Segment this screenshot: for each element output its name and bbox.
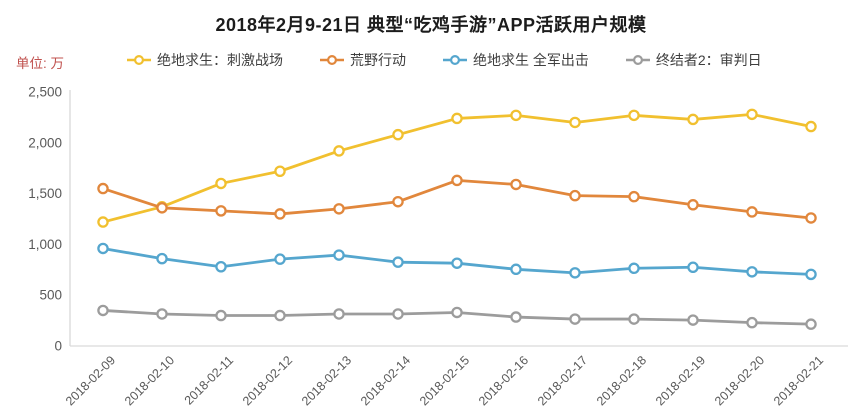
legend-item-3: 终结者2：审判日: [625, 50, 762, 70]
series-marker-3-3: [274, 309, 286, 322]
series-marker-3-12: [805, 318, 817, 330]
y-tick-label: 1,500: [28, 186, 62, 201]
legend-marker-icon: [320, 54, 344, 66]
series-marker-0-12: [805, 120, 817, 133]
series-marker-1-10: [687, 199, 699, 211]
series-marker-0-9: [628, 109, 640, 122]
legend-item-1: 荒野行动: [319, 50, 406, 70]
series-marker-1-4: [333, 203, 345, 215]
x-tick-label: 2018-02-09: [63, 353, 118, 408]
series-marker-0-7: [510, 109, 522, 122]
series-marker-2-9: [628, 262, 640, 275]
series-marker-1-2: [215, 205, 227, 217]
legend-item-0: 绝地求生：刺激战场: [126, 50, 283, 70]
legend-marker-icon: [127, 54, 151, 66]
x-tick-label: 2018-02-21: [771, 353, 826, 408]
x-tick-label: 2018-02-10: [122, 353, 177, 408]
series-marker-2-6: [451, 257, 463, 269]
x-tick-label: 2018-02-12: [240, 353, 295, 408]
series-marker-0-2: [215, 177, 227, 190]
x-tick-label: 2018-02-16: [476, 353, 531, 408]
legend-item-2: 绝地求生 全军出击: [442, 50, 589, 70]
series-marker-2-3: [274, 253, 286, 265]
chart-title: 2018年2月9-21日 典型“吃鸡手游”APP活跃用户规模: [215, 15, 647, 35]
series-marker-2-10: [687, 261, 699, 274]
y-tick-label: 2,500: [28, 85, 62, 100]
legend-marker-circle: [134, 54, 145, 66]
x-tick-label: 2018-02-15: [417, 353, 472, 408]
series-marker-3-9: [628, 313, 640, 325]
x-tick-label: 2018-02-14: [358, 353, 413, 408]
series-marker-1-6: [451, 174, 463, 187]
series-marker-3-10: [687, 314, 699, 326]
legend-marker-circle: [450, 54, 461, 66]
series-marker-2-1: [156, 252, 168, 265]
legend-item-label: 绝地求生：刺激战场: [157, 52, 283, 68]
series-marker-3-5: [392, 308, 404, 320]
legend: 绝地求生：刺激战场 荒野行动 绝地求生 全军出击 终结者2：审判日: [126, 50, 762, 70]
series-marker-0-3: [274, 165, 286, 177]
series-marker-3-6: [451, 306, 463, 319]
legend-marker-icon: [625, 54, 650, 66]
series-marker-1-0: [97, 182, 109, 195]
x-tick-label: 2018-02-17: [535, 353, 590, 408]
x-tick-label: 2018-02-20: [712, 353, 767, 408]
series-marker-0-5: [392, 128, 404, 141]
x-tick-label: 2018-02-11: [182, 353, 236, 407]
series-marker-0-6: [451, 112, 463, 125]
legend-item-label: 终结者2：审判日: [655, 52, 762, 68]
series-marker-2-2: [215, 261, 227, 273]
series-marker-1-1: [156, 202, 168, 214]
series-marker-1-12: [805, 212, 817, 224]
series-marker-0-8: [569, 116, 581, 129]
series-marker-1-3: [274, 208, 286, 220]
series-marker-2-7: [510, 263, 522, 276]
series-marker-2-5: [392, 256, 404, 268]
series-marker-0-4: [333, 145, 345, 157]
unit-label: 单位: 万: [16, 56, 65, 71]
series-marker-3-11: [746, 316, 758, 329]
series-marker-0-10: [687, 113, 699, 126]
legend-item-label: 荒野行动: [350, 52, 406, 68]
x-tick-label: 2018-02-19: [653, 353, 708, 408]
legend-item-label: 绝地求生 全军出击: [473, 52, 589, 68]
series-marker-2-4: [333, 249, 345, 261]
y-tick-label: 500: [39, 288, 62, 303]
series-marker-2-12: [805, 268, 817, 281]
series-marker-1-8: [569, 189, 581, 202]
y-tick-label: 2,000: [28, 135, 62, 150]
series-marker-0-0: [97, 216, 109, 228]
series-marker-3-1: [156, 308, 168, 320]
series-marker-0-11: [746, 108, 758, 121]
legend-marker-icon: [443, 54, 467, 66]
series-marker-1-5: [392, 195, 404, 208]
series-marker-2-11: [746, 266, 758, 278]
legend-marker-circle: [327, 54, 338, 66]
y-tick-label: 0: [54, 339, 62, 354]
series-marker-1-7: [510, 178, 522, 191]
series-marker-2-0: [97, 242, 109, 255]
x-tick-label: 2018-02-13: [299, 353, 354, 408]
y-tick-label: 1,000: [28, 237, 62, 252]
series-marker-2-8: [569, 267, 581, 279]
series-marker-3-4: [333, 308, 345, 320]
series-marker-3-0: [97, 304, 109, 317]
series-marker-3-2: [215, 309, 227, 322]
series-marker-3-7: [510, 311, 522, 323]
series-marker-1-9: [628, 190, 640, 203]
series-marker-1-11: [746, 206, 758, 218]
x-tick-label: 2018-02-18: [594, 353, 649, 408]
legend-marker-circle: [632, 54, 643, 66]
series-marker-3-8: [569, 313, 581, 325]
